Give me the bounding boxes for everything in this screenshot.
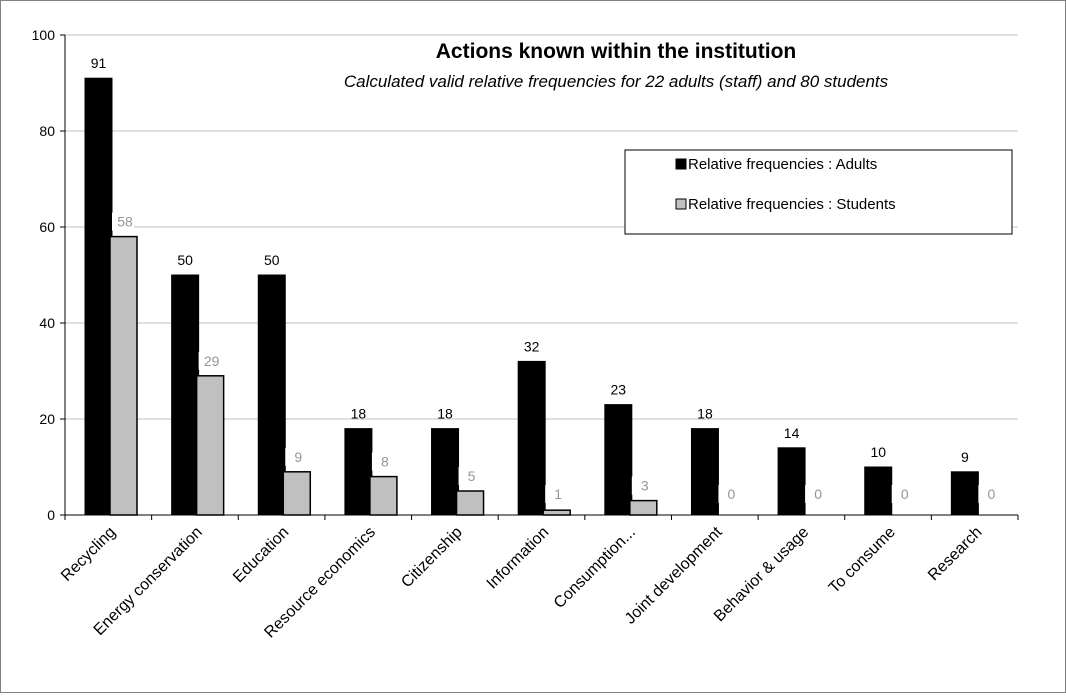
data-label-adults: 91 bbox=[91, 55, 107, 71]
data-label-students: 8 bbox=[381, 454, 389, 470]
bar-students bbox=[629, 499, 658, 516]
data-label-adults: 9 bbox=[961, 449, 969, 465]
bar-adults bbox=[690, 428, 719, 516]
legend-label: Relative frequencies : Students bbox=[688, 196, 896, 213]
bar-adults bbox=[950, 471, 979, 516]
bar-adults bbox=[171, 274, 200, 516]
data-label-students: 1 bbox=[554, 486, 562, 502]
bar-adults bbox=[517, 360, 546, 516]
data-label-students: 0 bbox=[814, 486, 822, 502]
legend: Relative frequencies : Adults Relative fr… bbox=[624, 149, 1013, 235]
data-label-students: 0 bbox=[728, 486, 736, 502]
data-label-adults: 14 bbox=[784, 425, 800, 441]
data-label-adults: 50 bbox=[177, 252, 193, 268]
data-label-students: 58 bbox=[117, 214, 133, 230]
data-label-students: 9 bbox=[294, 449, 302, 465]
data-label-adults: 18 bbox=[697, 406, 713, 422]
bar-students bbox=[455, 490, 485, 516]
y-tick-label: 40 bbox=[39, 315, 55, 331]
data-label-adults: 10 bbox=[870, 444, 886, 460]
bar-students bbox=[282, 471, 312, 516]
bar-adults bbox=[257, 274, 286, 516]
bar-adults bbox=[431, 428, 460, 516]
data-label-backing bbox=[631, 476, 654, 495]
data-label-backing bbox=[371, 452, 394, 471]
bars bbox=[84, 77, 979, 516]
bar-students bbox=[369, 475, 398, 516]
y-tick-label: 60 bbox=[39, 219, 55, 235]
bar-adults bbox=[344, 428, 373, 516]
data-labels: 91 58 50 29 50 9 18 8 18 5 32 1 23 3 18 0 14 0 10 0 9 0 bbox=[91, 55, 1001, 503]
data-label-backing bbox=[805, 485, 828, 503]
legend-swatch bbox=[675, 198, 687, 210]
data-label-backing bbox=[718, 485, 741, 503]
data-label-adults: 50 bbox=[264, 252, 280, 268]
data-label-backing bbox=[112, 212, 134, 231]
data-label-adults: 18 bbox=[351, 406, 367, 422]
y-tick-label: 20 bbox=[39, 411, 55, 427]
bar-adults bbox=[604, 404, 633, 516]
y-tick-label: 80 bbox=[39, 123, 55, 139]
data-label-students: 0 bbox=[987, 486, 995, 502]
bar-students bbox=[109, 235, 138, 516]
title-block: Actions known within the institution Cal… bbox=[344, 40, 889, 91]
data-label-students: 5 bbox=[468, 468, 476, 484]
bar-adults bbox=[864, 466, 893, 516]
data-label-backing bbox=[891, 485, 914, 503]
data-label-students: 0 bbox=[901, 486, 909, 502]
data-label-backing bbox=[545, 485, 568, 503]
bar-students bbox=[542, 509, 571, 516]
bar-adults bbox=[84, 77, 113, 516]
y-tick-label: 100 bbox=[32, 27, 56, 43]
data-label-adults: 18 bbox=[437, 406, 453, 422]
data-label-backing bbox=[198, 351, 221, 370]
legend-label: Relative frequencies : Adults bbox=[688, 156, 877, 173]
data-label-backing bbox=[458, 467, 481, 485]
data-label-adults: 32 bbox=[524, 338, 540, 354]
bar-adults bbox=[777, 447, 806, 516]
chart-subtitle: Calculated valid relative frequencies fo… bbox=[344, 72, 889, 91]
data-label-backing bbox=[978, 485, 1001, 503]
legend-box bbox=[624, 149, 1013, 235]
bar-students bbox=[195, 375, 225, 516]
data-label-backing bbox=[285, 447, 308, 466]
data-label-adults: 23 bbox=[611, 382, 627, 398]
data-label-students: 29 bbox=[204, 353, 220, 369]
data-label-students: 3 bbox=[641, 478, 649, 494]
y-tick-label: 0 bbox=[47, 507, 55, 523]
legend-swatch bbox=[675, 158, 687, 170]
chart-title: Actions known within the institution bbox=[436, 40, 796, 63]
